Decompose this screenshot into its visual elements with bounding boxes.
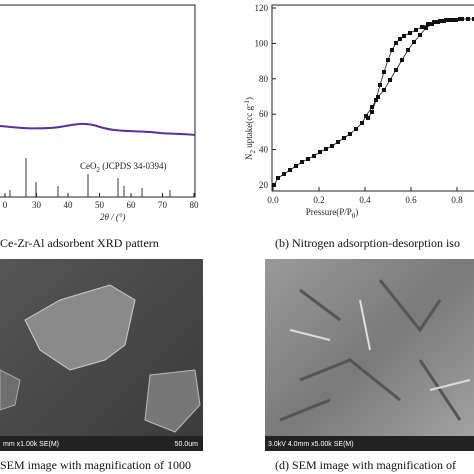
xrd-frame xyxy=(0,4,196,198)
marker xyxy=(408,31,412,35)
marker xyxy=(382,88,386,92)
y-tick-label: 40 xyxy=(259,145,269,155)
marker xyxy=(288,168,292,172)
x-tick-label: 0.8 xyxy=(451,195,463,205)
caption: (b) Nitrogen adsorption-desorption iso xyxy=(275,236,460,250)
marker xyxy=(420,25,424,29)
y-tick-label: 100 xyxy=(255,38,269,48)
marker xyxy=(276,176,280,180)
reference-sticks xyxy=(9,158,171,197)
info-bar xyxy=(0,436,203,451)
marker xyxy=(382,70,386,74)
isotherm-frame xyxy=(271,4,474,192)
x-tick-label: 0.2 xyxy=(313,195,324,205)
marker xyxy=(444,18,448,22)
marker xyxy=(318,150,322,154)
marker xyxy=(342,136,346,140)
particle xyxy=(144,369,201,433)
marker xyxy=(412,40,416,44)
marker xyxy=(370,110,374,114)
marker xyxy=(282,172,286,176)
marker xyxy=(406,48,410,52)
x-axis-label: Pressure(P/P0) xyxy=(306,207,359,220)
marker xyxy=(450,18,454,22)
marker xyxy=(386,58,390,62)
marker xyxy=(426,22,430,26)
caption: (d) SEM image with magnification of xyxy=(275,458,456,472)
marker xyxy=(458,17,462,21)
marker xyxy=(394,41,398,45)
marker xyxy=(390,48,394,52)
x-tick-label: 40 xyxy=(64,200,74,210)
isotherm-panel: 120 100 80 60 40 20 0.0 0.2 0.4 0.6 0.8 N2 uptake(… xyxy=(243,3,474,250)
marker xyxy=(398,37,402,41)
xrd-panel: CeO2 (JCPDS 34-0394) 0 30 40 50 60 70 80 2θ / … xyxy=(0,4,200,250)
x-tick-label: 60 xyxy=(127,200,137,210)
marker xyxy=(300,160,304,164)
y-axis-label: N2 uptake(cc g-1) xyxy=(243,97,257,160)
x-tick-label: 0 xyxy=(3,200,8,210)
y-tick-label: 20 xyxy=(259,180,269,190)
marker xyxy=(306,157,310,161)
marker xyxy=(388,78,392,82)
y-tick-label: 80 xyxy=(259,74,269,84)
sem-scale: 50.0um xyxy=(175,441,199,448)
caption: Ce-Zr-Al adsorbent XRD pattern xyxy=(0,236,159,250)
marker xyxy=(374,98,378,102)
sem-info: mm x1.00k SE(M) xyxy=(3,441,59,448)
sem-info: 3.0kV 4.0mm x5.00k SE(M) xyxy=(268,441,354,448)
marker xyxy=(378,83,382,87)
y-tick-label: 60 xyxy=(259,109,269,119)
particle xyxy=(0,369,21,411)
marker xyxy=(336,140,340,144)
marker xyxy=(348,132,352,136)
marker xyxy=(400,58,404,62)
marker xyxy=(366,116,370,120)
texture xyxy=(289,299,471,391)
particle xyxy=(24,284,136,371)
marker xyxy=(438,19,442,23)
marker xyxy=(454,18,458,22)
marker xyxy=(294,164,298,168)
reference-label: CeO2 (JCPDS 34-0394) xyxy=(80,161,167,174)
marker xyxy=(324,147,328,151)
x-tick-label: 0.4 xyxy=(359,195,371,205)
texture xyxy=(279,279,462,422)
marker xyxy=(432,20,436,24)
marker xyxy=(312,154,316,158)
marker xyxy=(472,17,474,21)
marker xyxy=(272,183,276,187)
xrd-curve xyxy=(0,122,196,136)
marker xyxy=(414,28,418,32)
marker xyxy=(354,127,358,131)
marker xyxy=(466,17,470,21)
marker xyxy=(394,68,398,72)
x-tick-label: 0.6 xyxy=(405,195,417,205)
x-tick-label: 30 xyxy=(32,200,42,210)
marker xyxy=(370,105,374,109)
marker xyxy=(418,33,422,37)
marker xyxy=(402,34,406,38)
x-tick-label: 80 xyxy=(190,200,200,210)
x-tick-label: 70 xyxy=(158,200,168,210)
x-tick-label: 0.0 xyxy=(267,195,279,205)
y-tick-label: 120 xyxy=(255,3,269,13)
x-axis-label: 2θ / (°) xyxy=(100,212,126,222)
marker xyxy=(376,95,380,99)
info-bar xyxy=(265,436,474,451)
sem-left: mm x1.00k SE(M) 50.0um SEM image with ma… xyxy=(0,259,203,472)
sem-right: 3.0kV 4.0mm x5.00k SE(M) (d) SEM image w… xyxy=(265,259,474,472)
caption: SEM image with magnification of 1000 xyxy=(0,458,191,472)
sem-image xyxy=(265,259,474,451)
marker xyxy=(360,121,364,125)
marker xyxy=(424,26,428,30)
x-tick-label: 50 xyxy=(95,200,105,210)
marker xyxy=(330,144,334,148)
